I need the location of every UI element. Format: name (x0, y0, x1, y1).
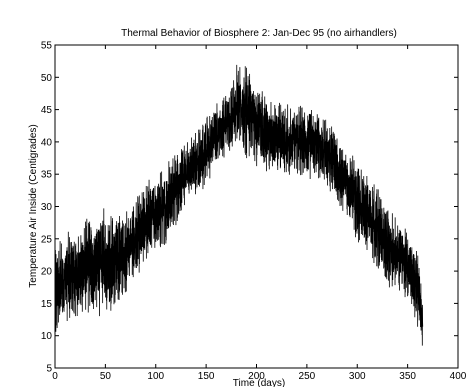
y-tick-label: 25 (41, 234, 53, 245)
y-tick-label: 5 (46, 364, 52, 375)
x-tick-label: 300 (349, 371, 366, 382)
x-axis-label: Time (days) (233, 378, 285, 387)
chart-title: Thermal Behavior of Biosphere 2: Jan-Dec… (121, 28, 397, 39)
x-tick-label: 50 (100, 371, 112, 382)
y-tick-label: 30 (41, 202, 53, 213)
y-tick-label: 10 (41, 331, 53, 342)
y-tick-label: 40 (41, 137, 53, 148)
x-tick-label: 150 (198, 371, 215, 382)
y-tick-label: 35 (41, 170, 53, 181)
y-tick-label: 50 (41, 73, 53, 84)
temperature-series-line (54, 64, 424, 346)
y-tick-label: 45 (41, 105, 53, 116)
y-axis-label: Temperature Air Inside (Centigrades) (28, 124, 39, 287)
y-tick-label: 55 (41, 41, 53, 52)
y-tick-label: 20 (41, 267, 53, 278)
plot-area (55, 45, 458, 368)
x-tick-label: 250 (299, 371, 316, 382)
x-tick-label: 400 (450, 371, 467, 382)
x-tick-label: 350 (399, 371, 416, 382)
y-tick-label: 15 (41, 299, 53, 310)
x-tick-label: 100 (147, 371, 164, 382)
x-tick-label: 200 (248, 371, 265, 382)
ticks-layer: 0 50 100 150 200 250 300 350 400 5 10 15 20 25 30 35 40 4… (41, 41, 467, 383)
series-layer (54, 64, 424, 346)
x-tick-label: 0 (52, 371, 58, 382)
